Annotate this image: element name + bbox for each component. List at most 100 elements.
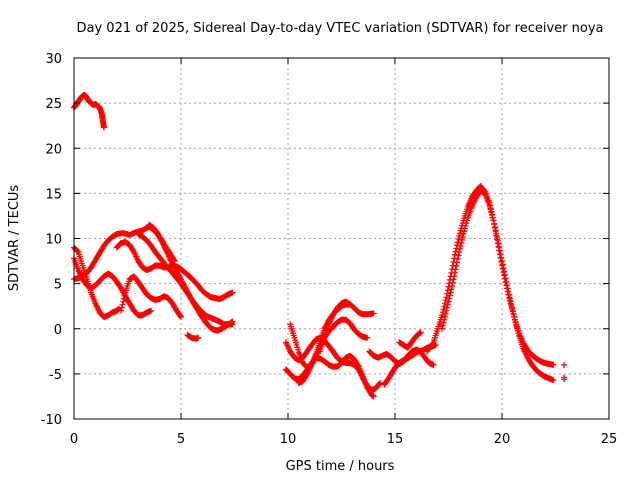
data-point xyxy=(509,307,516,314)
data-point xyxy=(456,246,463,253)
y-tick-label: -10 xyxy=(41,413,62,428)
x-tick-label: 0 xyxy=(70,432,78,447)
data-point xyxy=(498,254,505,261)
data-point xyxy=(550,377,557,384)
data-point xyxy=(496,247,503,254)
data-point xyxy=(347,301,354,308)
data-points-layer xyxy=(71,92,568,400)
y-tick-label: 10 xyxy=(45,233,62,248)
data-point xyxy=(377,379,384,386)
data-point xyxy=(417,329,424,336)
data-point xyxy=(495,240,502,247)
data-point xyxy=(459,233,466,240)
data-point xyxy=(508,304,515,311)
data-point xyxy=(416,329,423,336)
data-point xyxy=(488,209,495,216)
data-point xyxy=(487,206,494,213)
data-point xyxy=(120,298,127,305)
data-point xyxy=(489,214,496,221)
data-point xyxy=(456,249,463,256)
data-point xyxy=(492,227,499,234)
data-point xyxy=(120,295,127,302)
y-tick-label: 30 xyxy=(45,52,62,67)
y-tick-label: 15 xyxy=(45,187,62,202)
data-point xyxy=(439,322,446,329)
data-point xyxy=(462,222,469,229)
data-point xyxy=(491,220,498,227)
data-point xyxy=(501,268,508,275)
data-point xyxy=(513,324,520,331)
data-point xyxy=(370,310,377,317)
series-arc-i xyxy=(184,332,202,342)
data-point xyxy=(448,286,455,293)
data-point xyxy=(486,203,493,210)
y-tick-label: 0 xyxy=(54,323,62,338)
y-tick-label: 5 xyxy=(54,278,62,293)
data-point xyxy=(453,245,460,252)
data-point xyxy=(439,325,446,332)
data-point xyxy=(451,255,458,262)
data-point xyxy=(463,220,470,227)
data-point xyxy=(561,361,568,368)
y-tick-label: -5 xyxy=(49,368,62,383)
data-point xyxy=(514,327,521,334)
chart-title: Day 021 of 2025, Sidereal Day-to-day VTE… xyxy=(77,21,604,36)
data-point xyxy=(461,228,468,235)
data-point xyxy=(508,301,515,308)
data-point xyxy=(229,289,236,296)
data-point xyxy=(550,361,557,368)
series-arc-s xyxy=(439,187,557,384)
data-point xyxy=(118,307,125,314)
x-tick-label: 20 xyxy=(494,432,511,447)
data-point xyxy=(561,376,568,383)
y-tick-label: 25 xyxy=(45,97,62,112)
data-point xyxy=(493,230,500,237)
data-point xyxy=(178,314,184,321)
series-arc-t xyxy=(561,361,568,383)
data-point xyxy=(376,380,383,387)
data-point xyxy=(506,292,513,299)
data-point xyxy=(453,262,460,269)
data-point xyxy=(455,235,462,242)
x-tick-label: 5 xyxy=(177,432,185,447)
data-point xyxy=(459,237,466,244)
data-point xyxy=(148,307,155,314)
series-arc-q xyxy=(396,329,424,351)
data-point xyxy=(121,292,128,299)
data-point xyxy=(118,304,125,311)
data-point xyxy=(452,266,459,273)
data-point xyxy=(449,279,456,286)
data-point xyxy=(444,304,451,311)
data-point xyxy=(460,230,467,237)
data-point xyxy=(442,310,449,317)
data-point xyxy=(458,240,465,247)
y-tick-label: 20 xyxy=(45,142,62,157)
data-point xyxy=(461,225,468,232)
data-point xyxy=(446,292,453,299)
data-point xyxy=(496,244,503,251)
data-point xyxy=(499,261,506,268)
data-point xyxy=(445,298,452,305)
data-point xyxy=(454,239,461,246)
series-arc-h xyxy=(145,221,236,334)
data-point xyxy=(491,224,498,231)
x-tick-label: 10 xyxy=(280,432,297,447)
data-point xyxy=(505,288,512,295)
series-arc-b xyxy=(71,223,178,283)
ticks-layer: 0 5 10 15 20 25 -10 -5 0 5 10 15 20 25 30 xyxy=(41,52,618,447)
data-point xyxy=(446,295,453,302)
data-point xyxy=(455,252,462,259)
series-arc-n xyxy=(317,298,354,355)
data-point xyxy=(430,361,437,368)
data-point xyxy=(446,280,453,287)
data-point xyxy=(457,243,464,250)
data-point xyxy=(512,319,519,326)
data-point xyxy=(441,316,448,323)
data-point xyxy=(490,217,497,224)
data-point xyxy=(499,258,505,265)
data-point xyxy=(447,289,454,296)
data-point xyxy=(506,295,513,302)
data-point xyxy=(501,271,508,278)
data-point xyxy=(513,322,520,329)
data-point xyxy=(119,301,126,308)
